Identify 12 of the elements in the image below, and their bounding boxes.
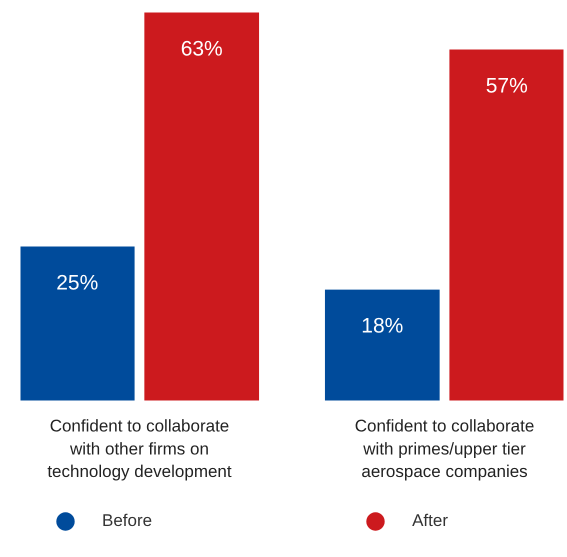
data-label: 63% (180, 38, 223, 60)
bar (144, 12, 260, 400)
bar (449, 49, 564, 400)
data-label: 25% (56, 272, 98, 295)
data-label: 57% (486, 74, 528, 98)
x-tick-label: Confident to collaborate with other firms on technology development (47, 416, 232, 482)
data-label: 18% (361, 314, 404, 338)
bar (20, 246, 135, 400)
x-tick-label: Confident to collaborate with primes/upper tier aerospace companies (354, 416, 534, 482)
legend-label: Before (102, 511, 152, 531)
legend-label: After (412, 511, 448, 531)
bar (324, 290, 440, 400)
